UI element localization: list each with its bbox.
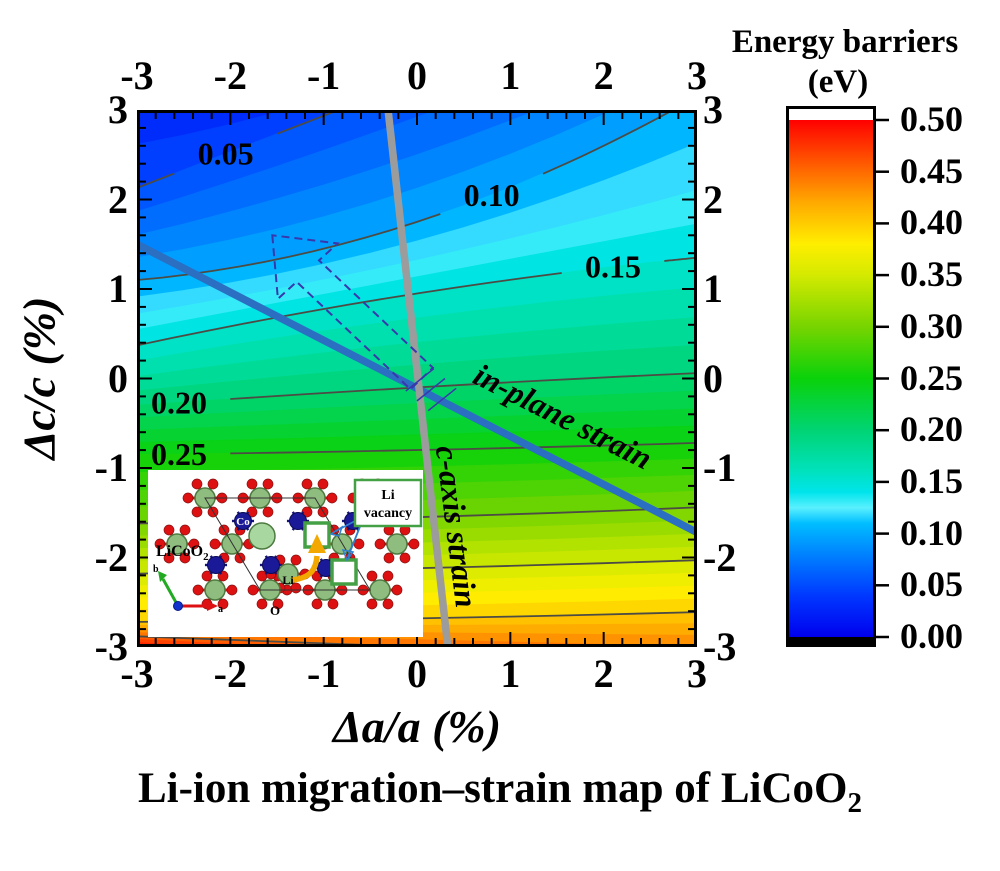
o-atom-label: O: [270, 603, 280, 618]
contour-label: 0.25: [151, 436, 207, 472]
contour-label: 0.10: [464, 177, 520, 213]
c-axis-strain-line: [384, 110, 452, 647]
li-vacancy-label-line2: vacancy: [364, 506, 412, 521]
y-axis-tick-label: -3: [94, 624, 128, 669]
colorbar-tick-label: 0.50: [900, 99, 963, 139]
x-axis-top-tick-label: -3: [120, 53, 154, 98]
colorbar-tick-label: 0.00: [900, 616, 963, 656]
x-axis-title: Δa/a (%): [332, 701, 502, 752]
x-axis-tick-label: 1: [500, 651, 521, 696]
colorbar-tick-label: 0.05: [900, 564, 963, 605]
y-axis-right-tick-label: 0: [703, 355, 723, 401]
colorbar-tick-label: 0.25: [900, 357, 963, 398]
contour-label: 0.20: [151, 384, 207, 420]
colorbar-above-max: [788, 108, 874, 120]
plot-frame-and-ticks: [137, 110, 697, 647]
x-axis-top-tick-label: -2: [213, 53, 247, 98]
x-axis-tick-label: -1: [306, 651, 341, 696]
colorbar-tick-label: 0.15: [900, 460, 963, 501]
x-axis-top-tick-label: 1: [500, 53, 521, 98]
x-axis-tick-label: 2: [593, 651, 614, 696]
colorbar-tick-label: 0.30: [900, 305, 963, 346]
y-axis-right-tick-label: 1: [703, 266, 723, 311]
colorbar-gradient: [788, 120, 874, 637]
y-axis-tick-label: -2: [94, 534, 128, 580]
x-axis-top-tick-label: 2: [593, 53, 614, 98]
figure-caption: Li-ion migration–strain map of LiCoO2: [137, 765, 863, 819]
x-axis-tick-label: -2: [213, 651, 247, 696]
y-axis-right-tick-label: -3: [703, 624, 737, 669]
contour-label: 0.05: [198, 136, 254, 172]
colorbar-tick-label: 0.20: [900, 409, 963, 450]
x-axis-tick-label: -3: [120, 651, 154, 696]
x-axis-tick-label: 0: [407, 651, 427, 696]
co-atom-label: Co: [236, 516, 250, 528]
y-axis-right-tick-label: -2: [703, 534, 737, 580]
migration-annotation-arrow: [271, 234, 457, 412]
colorbar-tick-label: 0.45: [900, 150, 963, 191]
contour-label: 0.15: [585, 249, 641, 285]
b-axis-label: b: [153, 564, 159, 575]
y-axis-right-tick-label: 3: [703, 87, 723, 132]
colorbar-title: Energy barriers: [731, 24, 959, 60]
y-axis-tick-label: 0: [108, 355, 128, 401]
y-axis-tick-label: 1: [108, 266, 128, 311]
y-axis-right-tick-label: -1: [703, 445, 737, 490]
li-vacancy-label-box: [353, 478, 423, 528]
y-axis-right-tick-label: 2: [703, 176, 723, 222]
compound-label: LiCoO2: [156, 543, 209, 563]
x-axis-top-tick-label: -1: [306, 53, 341, 98]
x-axis-top-tick-label: 3: [687, 53, 707, 98]
li-atom-label: Li: [282, 573, 294, 587]
y-axis-tick-label: 3: [108, 87, 128, 132]
y-axis-tick-label: 2: [108, 176, 128, 222]
colorbar-tick-label: 0.35: [900, 254, 963, 295]
a-axis-label: a: [218, 604, 223, 615]
colorbar: [786, 106, 889, 647]
li-vacancy-label-line1: Li: [381, 488, 394, 503]
x-axis-top-tick-label: 0: [407, 53, 427, 98]
y-axis-tick-label: -1: [94, 445, 128, 490]
crystal-structure-inset: Li vacancy LiCoO2 Co Li O a b: [148, 470, 423, 637]
strain-lines: [137, 110, 697, 647]
colorbar-ticks: [874, 118, 889, 639]
x-axis-tick-label: 3: [687, 651, 707, 696]
colorbar-frame: [786, 106, 876, 647]
colorbar-title-units: (eV): [807, 64, 869, 100]
colorbar-below-min: [788, 637, 874, 645]
colorbar-tick-label: 0.10: [900, 512, 963, 553]
colorbar-tick-label: 0.40: [900, 202, 963, 243]
